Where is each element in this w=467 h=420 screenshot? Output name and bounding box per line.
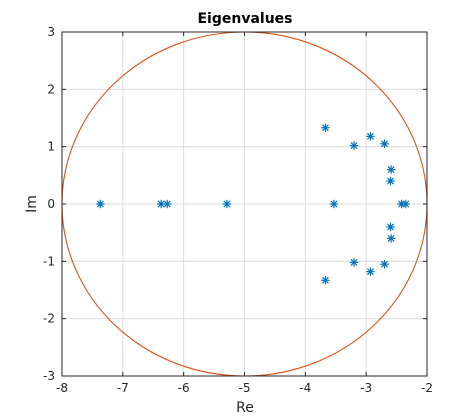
marker-stroke xyxy=(321,276,329,284)
eigenvalue-point xyxy=(321,123,330,132)
x-tick-label: -6 xyxy=(178,381,190,395)
eigenvalue-point xyxy=(349,141,359,150)
eigenvalue-point xyxy=(329,199,339,209)
x-tick-label: -5 xyxy=(239,381,251,395)
chart-title: Eigenvalues xyxy=(197,11,292,27)
marker-stroke xyxy=(96,200,104,208)
eigenvalue-point xyxy=(163,199,172,209)
eigenvalue-point xyxy=(96,199,105,209)
x-axis-label: Re xyxy=(236,400,254,416)
eigenvalue-point xyxy=(386,222,395,232)
eigenvalue-point xyxy=(380,260,389,269)
marker-stroke xyxy=(366,268,374,276)
eigenvalue-point xyxy=(386,234,396,243)
eigenvalue-point xyxy=(386,176,395,186)
marker-stroke xyxy=(350,259,358,266)
marker-stroke xyxy=(321,124,329,132)
marker-stroke xyxy=(163,200,171,208)
eigenvalue-point xyxy=(366,267,375,276)
y-tick-label: -1 xyxy=(43,254,55,268)
y-tick-label: -2 xyxy=(43,312,55,326)
marker-stroke xyxy=(380,260,388,268)
marker-stroke xyxy=(350,142,358,149)
eigenvalue-point xyxy=(386,165,396,174)
marker-stroke xyxy=(330,200,338,208)
eigenvalue-point xyxy=(222,199,232,209)
eigenvalue-point xyxy=(380,139,389,149)
x-tick-label: -3 xyxy=(360,381,372,395)
y-tick-label: 3 xyxy=(47,25,55,39)
x-tick-label: -7 xyxy=(117,381,129,395)
y-axis-label: Im xyxy=(24,195,40,213)
eigenvalue-points xyxy=(96,123,410,285)
eigenvalue-point xyxy=(366,132,375,141)
eigenvalue-point xyxy=(401,199,410,209)
y-tick-label: 1 xyxy=(47,140,55,154)
x-tick-label: -2 xyxy=(421,381,433,395)
marker-stroke xyxy=(223,200,231,208)
marker-stroke xyxy=(380,140,388,148)
y-tick-label: -3 xyxy=(43,369,55,383)
x-tick-label: -4 xyxy=(299,381,311,395)
marker-stroke xyxy=(387,177,394,185)
axes xyxy=(61,31,428,377)
marker-stroke xyxy=(402,200,410,208)
marker-stroke xyxy=(387,234,395,242)
marker-stroke xyxy=(387,166,395,174)
y-tick-label: 0 xyxy=(47,197,55,211)
eigenvalue-point xyxy=(321,276,330,285)
x-tick-label: -8 xyxy=(56,381,68,395)
marker-stroke xyxy=(387,223,394,231)
y-tick-label: 2 xyxy=(47,82,55,96)
marker-stroke xyxy=(157,200,165,208)
marker-stroke xyxy=(366,132,374,140)
eigenvalue-point xyxy=(349,258,359,267)
tick-labels: -8 -7 -6 -5 -4 -3 -2 -3 -2 -1 0 1 2 3 xyxy=(43,25,433,395)
